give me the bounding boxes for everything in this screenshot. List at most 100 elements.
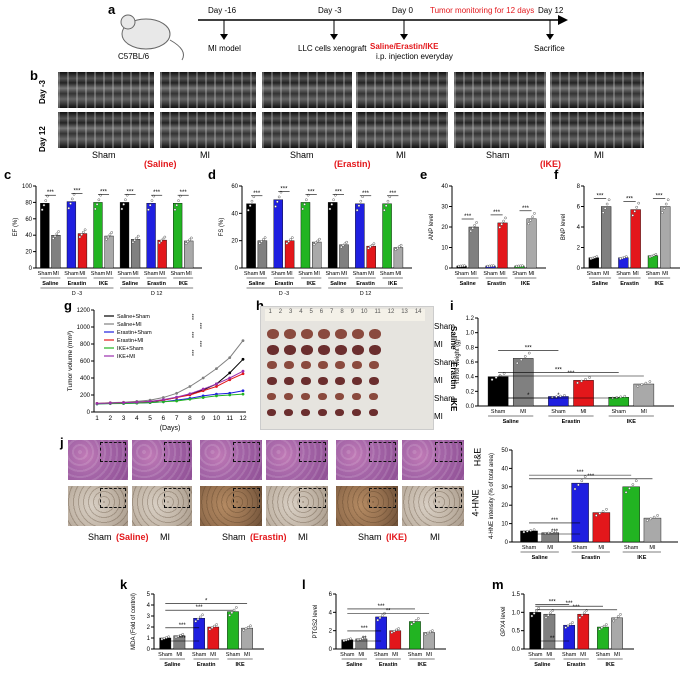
hne-image (266, 486, 328, 526)
data-point (181, 633, 185, 636)
data-point (519, 358, 523, 362)
tumor-sample (352, 409, 361, 416)
x-tick-label: Sham (170, 271, 185, 277)
series-line (96, 393, 244, 405)
x-tick-label: MI (53, 271, 60, 277)
group-label: Saline (122, 281, 138, 287)
tumor-sample (267, 345, 279, 355)
data-point (475, 221, 478, 224)
x-tick-label: MI (471, 271, 478, 277)
sig-mark: *** (551, 529, 559, 535)
data-point (537, 606, 540, 610)
data-point (384, 204, 388, 207)
event-treatment: Saline/Erastin/IKE (370, 42, 439, 51)
data-point (656, 514, 659, 517)
sig-mark: *** (378, 604, 386, 610)
y-tick-label: 4 (577, 225, 581, 231)
bar (119, 202, 130, 269)
group-label: Erastin (379, 662, 398, 668)
data-point (249, 624, 252, 628)
group-label: Saline (592, 281, 608, 287)
data-point (527, 222, 530, 226)
data-point (347, 638, 350, 641)
data-point (372, 242, 376, 246)
ruler-mark: 5 (309, 309, 313, 315)
data-point (428, 630, 432, 634)
event-sacrifice: Sacrifice (534, 44, 565, 53)
group-label: Saline (330, 281, 346, 287)
bar (355, 203, 365, 269)
x-tick-label: Sham (64, 271, 79, 277)
data-point (80, 233, 83, 236)
panel-label-c: c (4, 167, 12, 182)
data-point (367, 247, 370, 250)
data-point (383, 208, 386, 212)
data-point (566, 624, 570, 628)
y-tick-label: 0.8 (466, 345, 475, 351)
data-point (232, 608, 236, 612)
data-point (500, 222, 503, 226)
data-point (549, 611, 552, 615)
hne-image (336, 486, 398, 526)
group-label: Erastin (275, 281, 294, 287)
data-point (108, 233, 112, 237)
data-point (526, 529, 529, 533)
bar (312, 241, 322, 269)
bar (497, 222, 508, 269)
x-tick-label: MI (358, 652, 365, 658)
time-label: D -3 (279, 291, 289, 296)
x-tick-label: 11 (226, 415, 233, 422)
ruler: 1 2 3 4 5 6 7 8 9 10 11 12 13 14 (265, 309, 425, 321)
data-point (584, 378, 587, 381)
x-tick-label: Sham (117, 271, 132, 277)
bar (548, 396, 569, 407)
panel-label-l: l (302, 577, 306, 592)
data-point (594, 514, 598, 517)
data-point (67, 206, 71, 210)
bar (611, 617, 623, 650)
data-point (410, 622, 413, 626)
group-label: IKE (654, 281, 664, 287)
y-axis-label: ANP level (429, 214, 435, 240)
echo-image (262, 72, 352, 108)
data-point (580, 479, 584, 483)
data-point (51, 237, 55, 240)
tumor-sample (318, 377, 328, 385)
data-point (246, 625, 250, 629)
y-tick-label: 5 (147, 592, 151, 598)
data-point (95, 402, 99, 405)
data-point (390, 631, 394, 634)
y-tick-label: 10 (441, 246, 448, 252)
data-point (644, 381, 648, 385)
tumor-sample (369, 361, 379, 369)
x-tick-label: 10 (213, 415, 221, 422)
data-point (161, 398, 165, 402)
timeline-diagram (120, 14, 568, 61)
tumor-sample (284, 409, 293, 416)
data-point (571, 621, 574, 624)
x-tick-label: Sham (612, 409, 627, 415)
bar (173, 203, 183, 269)
sig-mark: *** (549, 599, 557, 605)
data-point (215, 394, 218, 398)
panel-label-k: k (120, 577, 128, 592)
series-line (96, 370, 244, 404)
data-point (188, 397, 192, 401)
tumor-sample (318, 361, 328, 369)
data-point (175, 399, 179, 403)
y-tick-label: 20 (25, 250, 32, 256)
hist-sham-label: Sham (88, 532, 112, 542)
data-point (607, 198, 611, 202)
y-axis-label: EF (%) (13, 218, 19, 237)
tumor-sample (352, 345, 364, 355)
bar (104, 235, 114, 269)
x-tick-label: MI (176, 652, 183, 658)
sig-mark: *** (577, 470, 585, 476)
x-tick-label: MI (603, 271, 610, 277)
data-point (544, 616, 548, 619)
y-tick-label: 0 (577, 266, 581, 272)
echo-image (58, 112, 154, 148)
tumor-row-label: MI (434, 340, 443, 349)
